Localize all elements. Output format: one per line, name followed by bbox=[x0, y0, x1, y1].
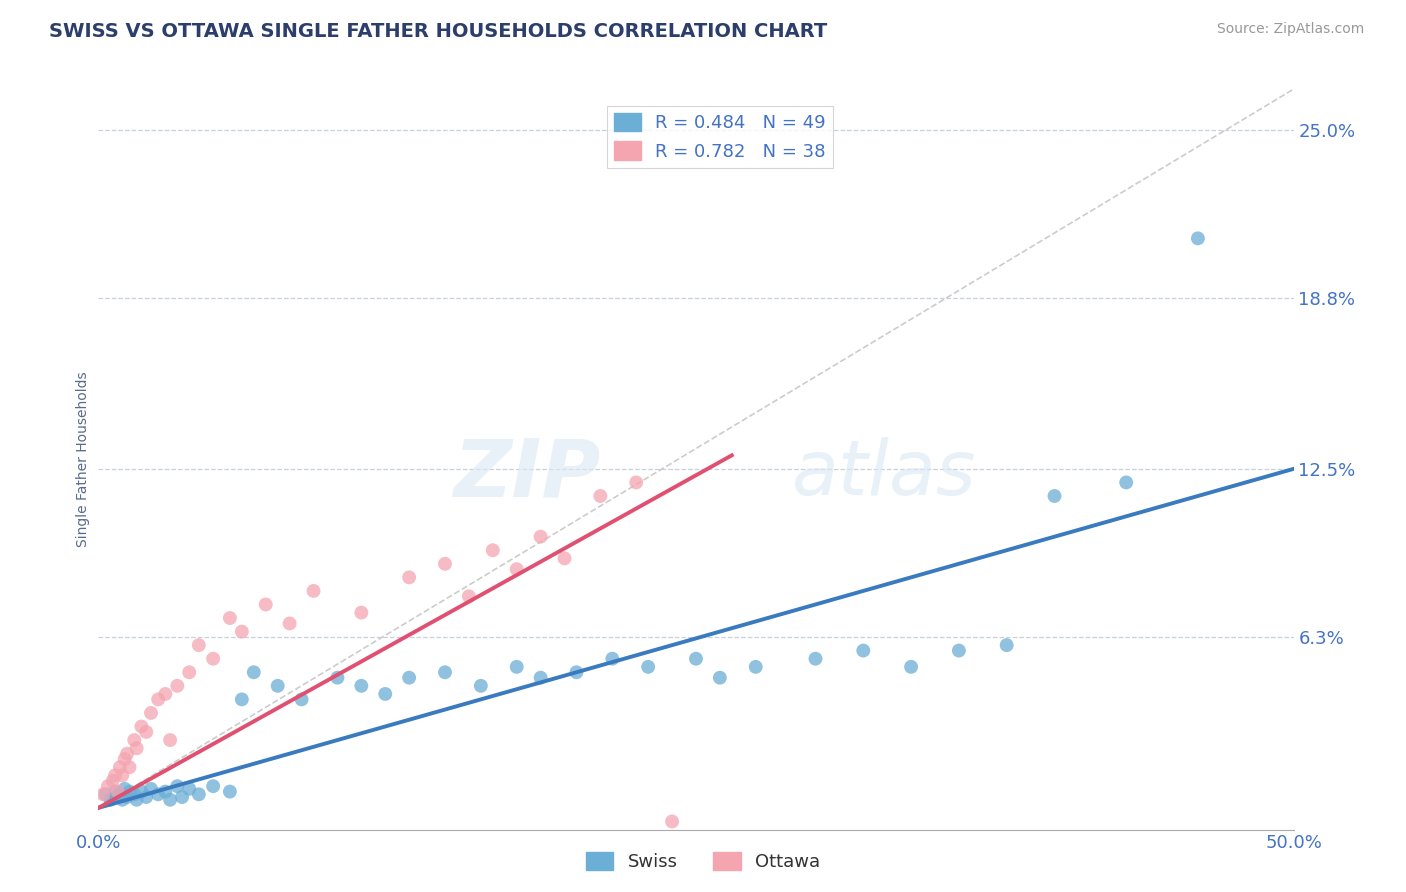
Point bbox=[506, 562, 529, 576]
Point bbox=[107, 790, 129, 805]
Point bbox=[104, 784, 127, 798]
Point bbox=[434, 665, 457, 680]
Point bbox=[202, 779, 225, 793]
Point bbox=[254, 598, 277, 612]
Point bbox=[745, 660, 768, 674]
Point bbox=[125, 793, 148, 807]
Point bbox=[804, 651, 827, 665]
Point bbox=[243, 665, 266, 680]
Point bbox=[172, 790, 194, 805]
Point bbox=[398, 570, 420, 584]
Point bbox=[115, 747, 138, 761]
Point bbox=[166, 779, 188, 793]
Point bbox=[114, 752, 136, 766]
Text: ZIP: ZIP bbox=[453, 435, 600, 513]
Point bbox=[107, 784, 129, 798]
Y-axis label: Single Father Households: Single Father Households bbox=[76, 372, 90, 547]
Point bbox=[565, 665, 588, 680]
Point bbox=[589, 489, 612, 503]
Point bbox=[179, 665, 201, 680]
Point bbox=[135, 725, 157, 739]
Point bbox=[506, 660, 529, 674]
Point bbox=[118, 784, 141, 798]
Point bbox=[374, 687, 396, 701]
Point bbox=[155, 784, 177, 798]
Point bbox=[350, 679, 373, 693]
Point bbox=[267, 679, 290, 693]
Point bbox=[187, 638, 209, 652]
Point bbox=[187, 787, 209, 801]
Point bbox=[554, 551, 576, 566]
Point bbox=[155, 687, 177, 701]
Point bbox=[709, 671, 731, 685]
Point bbox=[104, 768, 127, 782]
Point bbox=[530, 530, 553, 544]
Point bbox=[530, 671, 553, 685]
Point bbox=[291, 692, 314, 706]
Point bbox=[900, 660, 922, 674]
Point bbox=[135, 790, 157, 805]
Point bbox=[94, 787, 117, 801]
Point bbox=[114, 781, 136, 796]
Point bbox=[124, 733, 146, 747]
Point bbox=[139, 781, 162, 796]
Point bbox=[202, 651, 225, 665]
Point bbox=[326, 671, 349, 685]
Point bbox=[278, 616, 301, 631]
Point bbox=[231, 692, 253, 706]
Point bbox=[159, 733, 181, 747]
Point bbox=[139, 706, 162, 720]
Point bbox=[166, 679, 188, 693]
Point bbox=[111, 793, 134, 807]
Point bbox=[458, 590, 481, 604]
Point bbox=[131, 719, 153, 733]
Point bbox=[108, 787, 131, 801]
Legend: R = 0.484   N = 49, R = 0.782   N = 38: R = 0.484 N = 49, R = 0.782 N = 38 bbox=[606, 105, 834, 168]
Point bbox=[108, 760, 131, 774]
Point bbox=[111, 768, 134, 782]
Point bbox=[91, 787, 114, 801]
Point bbox=[637, 660, 659, 674]
Point bbox=[302, 583, 325, 598]
Point bbox=[1115, 475, 1137, 490]
Point bbox=[685, 651, 707, 665]
Point bbox=[470, 679, 492, 693]
Point bbox=[350, 606, 373, 620]
Point bbox=[1187, 231, 1209, 245]
Point bbox=[118, 760, 141, 774]
Point bbox=[1043, 489, 1066, 503]
Point bbox=[231, 624, 253, 639]
Point bbox=[434, 557, 457, 571]
Point bbox=[852, 643, 875, 657]
Point bbox=[115, 790, 138, 805]
Point bbox=[661, 814, 683, 829]
Point bbox=[101, 773, 124, 788]
Text: SWISS VS OTTAWA SINGLE FATHER HOUSEHOLDS CORRELATION CHART: SWISS VS OTTAWA SINGLE FATHER HOUSEHOLDS… bbox=[49, 22, 828, 41]
Point bbox=[179, 781, 201, 796]
Point bbox=[131, 784, 153, 798]
Point bbox=[602, 651, 624, 665]
Point bbox=[98, 793, 122, 807]
Point bbox=[995, 638, 1018, 652]
Point bbox=[948, 643, 970, 657]
Legend: Swiss, Ottawa: Swiss, Ottawa bbox=[579, 845, 827, 879]
Text: Source: ZipAtlas.com: Source: ZipAtlas.com bbox=[1216, 22, 1364, 37]
Point bbox=[148, 692, 170, 706]
Point bbox=[219, 611, 242, 625]
Point bbox=[626, 475, 648, 490]
Text: atlas: atlas bbox=[792, 437, 976, 511]
Point bbox=[97, 779, 120, 793]
Point bbox=[481, 543, 505, 558]
Point bbox=[219, 784, 242, 798]
Point bbox=[159, 793, 181, 807]
Point bbox=[398, 671, 420, 685]
Point bbox=[148, 787, 170, 801]
Point bbox=[124, 787, 146, 801]
Point bbox=[125, 741, 148, 756]
